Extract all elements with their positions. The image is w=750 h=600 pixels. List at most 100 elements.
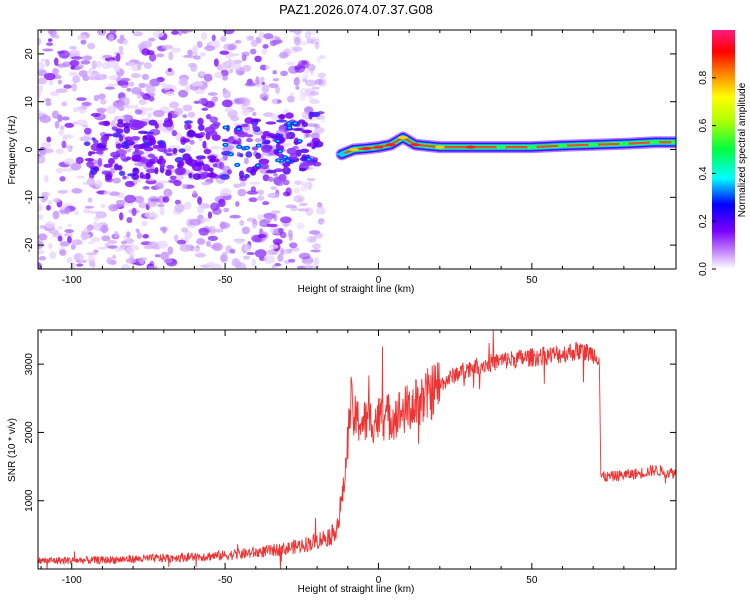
band-blob: [203, 148, 212, 155]
noise-blob: [268, 176, 274, 182]
band-blob: [192, 173, 202, 180]
noise-blob: [238, 70, 245, 75]
noise-blob: [278, 227, 284, 234]
noise-blob: [177, 78, 189, 87]
noise-blob: [58, 129, 64, 136]
noise-blob: [299, 87, 311, 96]
ridge-point: [336, 152, 347, 156]
band-blob: [83, 127, 92, 135]
noise-blob: [110, 120, 116, 129]
noise-blob: [38, 77, 48, 85]
noise-blob: [106, 257, 113, 265]
band-blob: [195, 155, 206, 160]
noise-blob: [76, 34, 88, 41]
snr-ytick-label: 3000: [24, 353, 35, 376]
noise-blob: [46, 136, 52, 143]
noise-blob: [51, 110, 60, 119]
noise-blob: [272, 238, 283, 245]
noise-blob: [47, 38, 53, 43]
band-blob: [178, 148, 186, 153]
noise-blob: [301, 74, 310, 79]
noise-blob: [220, 188, 232, 197]
band-blob: [252, 118, 262, 123]
noise-blob: [267, 192, 280, 199]
noise-blob: [207, 92, 218, 96]
noise-blob: [45, 101, 52, 106]
noise-blob: [203, 73, 213, 82]
ridge-point: [671, 140, 676, 144]
band-blob: [282, 162, 291, 168]
noise-blob: [79, 136, 92, 142]
ridge-point: [496, 145, 507, 149]
band-blob: [122, 175, 127, 180]
noise-blob: [306, 177, 316, 182]
noise-blob: [52, 198, 61, 203]
noise-blob: [112, 99, 125, 108]
band-blob: [91, 137, 96, 141]
band-blob: [265, 121, 277, 125]
noise-blob: [45, 204, 51, 211]
noise-blob: [145, 83, 152, 88]
noise-blob: [230, 115, 240, 122]
figure-title: PAZ1.2026.074.07.37.G08: [279, 2, 433, 17]
noise-blob: [156, 53, 165, 58]
noise-blob: [134, 109, 143, 115]
noise-blob: [251, 224, 257, 230]
noise-blob: [311, 86, 320, 90]
noise-blob: [214, 71, 223, 79]
noise-blob: [257, 233, 267, 238]
noise-blob: [46, 42, 54, 46]
noise-blob: [123, 39, 129, 46]
noise-blob: [48, 242, 53, 250]
noise-blob: [283, 223, 289, 228]
noise-blob: [64, 122, 75, 128]
noise-blob: [242, 255, 250, 260]
spectrogram-ytick-label: 20: [24, 48, 35, 60]
noise-blob: [149, 78, 161, 87]
band-blob: [251, 146, 259, 151]
noise-blob: [270, 186, 277, 191]
noise-blob: [193, 100, 201, 104]
noise-blob: [167, 246, 174, 255]
noise-blob: [120, 240, 128, 245]
noise-blob: [299, 181, 309, 187]
noise-blob: [263, 255, 275, 264]
noise-blob: [255, 76, 260, 86]
band-blob: [117, 165, 123, 171]
noise-blob: [86, 177, 96, 187]
noise-blob: [126, 216, 133, 224]
noise-blob: [235, 262, 247, 269]
noise-blob: [320, 117, 326, 124]
noise-blob: [181, 183, 188, 190]
band-blob: [131, 173, 140, 180]
noise-blob: [61, 101, 68, 107]
noise-blob: [280, 216, 292, 224]
noise-blob: [230, 53, 240, 57]
noise-blob: [139, 100, 148, 105]
noise-blob: [78, 70, 88, 77]
band-blob: [188, 172, 193, 179]
ridge-point: [618, 142, 629, 146]
snr-ytick-label: 1000: [24, 489, 35, 512]
noise-blob: [309, 99, 320, 105]
noise-blob: [63, 233, 73, 237]
noise-blob: [246, 252, 255, 256]
noise-blob: [135, 228, 140, 233]
noise-blob: [206, 240, 211, 247]
noise-blob: [87, 42, 96, 50]
noise-blob: [165, 69, 175, 77]
ridge-point: [410, 143, 421, 147]
band-blob: [202, 140, 207, 149]
band-blob: [137, 130, 148, 134]
noise-blob: [304, 31, 312, 40]
band-blob: [118, 170, 126, 176]
band-blob: [100, 135, 108, 143]
hot-spot-core: [237, 128, 241, 131]
noise-blob: [47, 200, 53, 206]
noise-blob: [312, 243, 321, 250]
band-blob: [184, 120, 193, 124]
noise-blob: [273, 173, 278, 177]
noise-blob: [174, 203, 185, 213]
noise-blob: [95, 60, 103, 68]
